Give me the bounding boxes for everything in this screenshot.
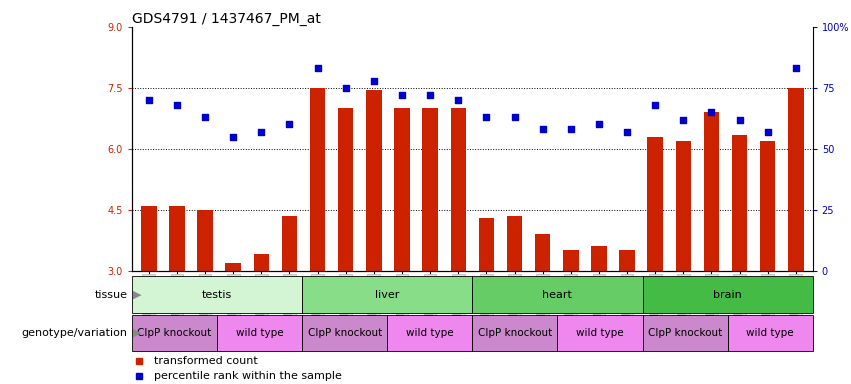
Bar (506, 216, 523, 271)
Text: wild type: wild type (406, 328, 454, 338)
Point (451, 97, 465, 103)
Text: wild type: wild type (746, 328, 794, 338)
Bar (648, 137, 663, 271)
Point (170, 102, 184, 108)
Point (198, 114, 212, 120)
Text: transformed count: transformed count (154, 356, 258, 366)
Bar (704, 112, 719, 271)
Point (367, 78, 380, 84)
Text: ClpP knockout: ClpP knockout (307, 328, 382, 338)
Bar (132, 315, 217, 351)
Bar (472, 315, 557, 351)
Point (254, 129, 268, 135)
Point (761, 129, 774, 135)
Bar (728, 315, 813, 351)
Bar (310, 88, 325, 271)
Bar (197, 210, 213, 271)
Point (423, 92, 437, 98)
Text: genotype/variation: genotype/variation (21, 328, 128, 338)
Bar (226, 263, 241, 271)
Bar (676, 141, 691, 271)
Point (508, 114, 522, 120)
Point (592, 121, 606, 127)
Bar (169, 206, 185, 271)
Bar (422, 108, 438, 271)
Text: heart: heart (542, 290, 573, 300)
Text: wild type: wild type (576, 328, 624, 338)
Point (648, 102, 662, 108)
Point (283, 121, 296, 127)
Bar (338, 108, 353, 271)
Bar (591, 247, 607, 271)
Bar (788, 88, 803, 271)
Point (733, 116, 746, 122)
Bar (478, 218, 494, 271)
Bar (643, 315, 728, 351)
Point (311, 65, 324, 71)
Bar (387, 315, 472, 351)
Point (395, 92, 408, 98)
Bar (394, 108, 409, 271)
Bar (217, 315, 302, 351)
Bar (472, 276, 643, 313)
Text: wild type: wild type (236, 328, 283, 338)
Point (705, 109, 718, 115)
Text: ClpP knockout: ClpP knockout (477, 328, 552, 338)
Text: ▶: ▶ (133, 290, 141, 300)
Text: ▶: ▶ (133, 328, 141, 338)
Text: GDS4791 / 1437467_PM_at: GDS4791 / 1437467_PM_at (132, 12, 321, 26)
Bar (141, 206, 157, 271)
Bar (643, 276, 813, 313)
Bar (282, 216, 297, 271)
Point (620, 129, 634, 135)
Text: testis: testis (202, 290, 232, 300)
Bar (535, 234, 551, 271)
Point (142, 97, 156, 103)
Text: ClpP knockout: ClpP knockout (648, 328, 722, 338)
Bar (563, 250, 579, 271)
Text: percentile rank within the sample: percentile rank within the sample (154, 371, 341, 381)
Text: ClpP knockout: ClpP knockout (137, 328, 212, 338)
Point (789, 65, 802, 71)
Point (536, 126, 550, 132)
Point (677, 116, 690, 122)
Bar (254, 255, 269, 271)
Bar (450, 108, 466, 271)
Bar (760, 141, 775, 271)
Text: liver: liver (375, 290, 399, 300)
Bar (132, 276, 302, 313)
Point (564, 126, 578, 132)
Bar (557, 315, 643, 351)
Point (339, 85, 352, 91)
Text: brain: brain (713, 290, 742, 300)
Bar (620, 250, 635, 271)
Bar (302, 276, 472, 313)
Bar (366, 90, 381, 271)
Bar (302, 315, 387, 351)
Bar (732, 134, 747, 271)
Point (226, 134, 240, 140)
Point (480, 114, 494, 120)
Text: tissue: tissue (94, 290, 128, 300)
